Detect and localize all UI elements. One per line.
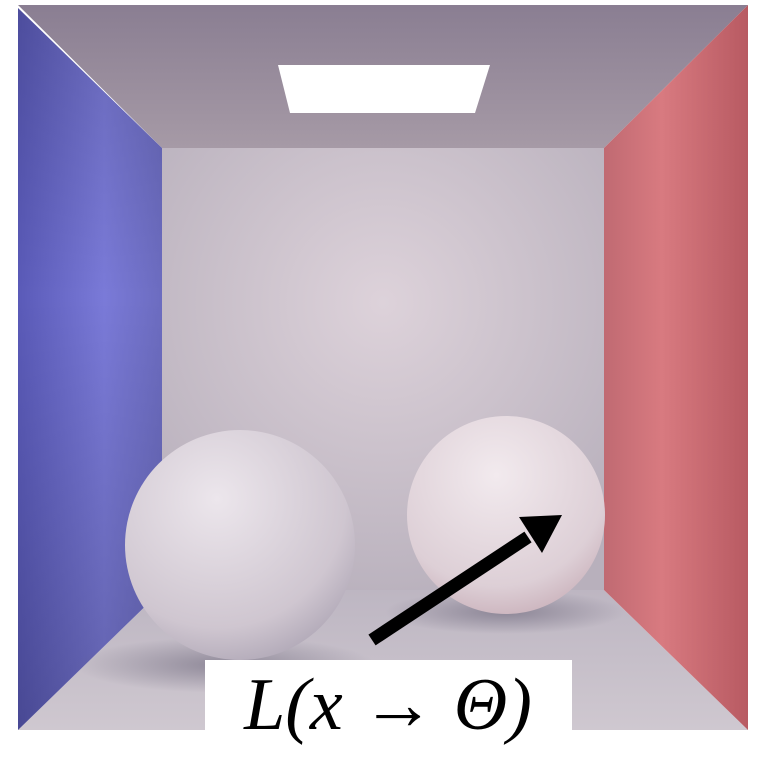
radiance-label: L(x → Θ) <box>243 664 532 746</box>
left-sphere <box>125 430 355 660</box>
page: L(x → Θ) (() => { const data = JSON.pars… <box>0 0 759 757</box>
ceiling-light <box>278 65 490 113</box>
cornell-box-render: L(x → Θ) <box>0 0 759 757</box>
right-sphere <box>407 416 605 614</box>
